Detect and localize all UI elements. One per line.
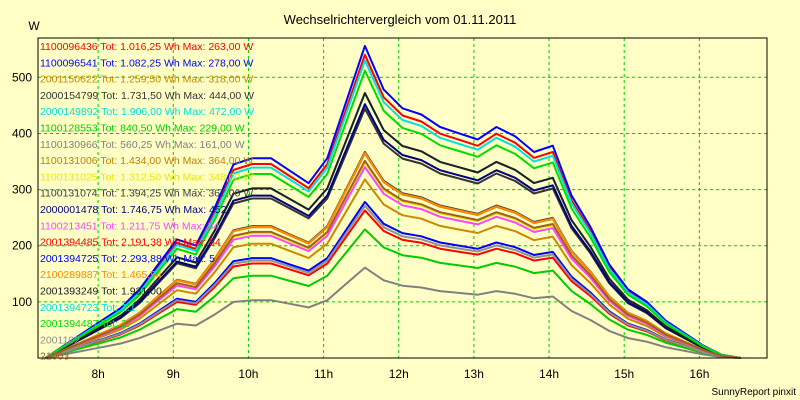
legend-entry: 1100213451 Tot: 1.211,75 Wh Max: 34 [40, 220, 219, 232]
series-line [45, 228, 741, 359]
y-tick-label: 100 [12, 295, 32, 309]
series-line [44, 44, 741, 359]
legend-entry: 2001394485 Tot: 2.191,38 Wh Max: 54 [40, 237, 221, 249]
legend-entry: 2001150622 Tot: 1.259,50 Wh Max: 318,00 … [40, 74, 253, 86]
series-lines [44, 44, 741, 359]
x-ticks: 8h 9h 10h 11h 12h 13h 14h 15h 16h [91, 367, 709, 381]
legend-entry: 2001394725 Tot: 2.293,88 Wh Max: 5 [40, 253, 215, 265]
x-tick-label: 10h [238, 367, 258, 381]
y-tick-label: 200 [12, 239, 32, 253]
series-line [45, 152, 741, 359]
series-line [45, 178, 741, 359]
legend-entry: 1100131074 Tot: 1.394,25 Wh Max: 367,00 … [40, 188, 253, 200]
x-tick-label: 11h [314, 367, 333, 381]
series-line [45, 266, 741, 359]
legend-entry: 1100096541 Tot: 1.082,25 Wh Max: 278,00 … [40, 57, 253, 69]
legend-entry: 2000001478 Tot: 1.746,75 Wh Max: 452, [40, 204, 230, 216]
legend-entry: 1100128553 Tot: 840,50 Wh Max: 229,00 W [40, 123, 245, 135]
legend-entry: 1100131006 Tot: 1.434,00 Wh Max: 364,00 … [40, 155, 253, 167]
series-line [45, 159, 741, 359]
legend-entry: 1100096436 Tot: 1.016,25 Wh Max: 263,00 … [40, 41, 253, 53]
legend: 1100096436 Tot: 1.016,25 Wh Max: 263,00 … [40, 41, 254, 363]
legend-entry: 2001394723 Tot: 2.1 [40, 302, 136, 314]
y-tick-label: 500 [12, 70, 32, 84]
x-tick-label: 13h [464, 367, 484, 381]
x-tick-label: 15h [614, 367, 634, 381]
legend-entry: 2100289887 Tot: 1.465,54 [40, 269, 162, 281]
x-tick-label: 8h [91, 367, 104, 381]
legend-entry: 1100131025 Tot: 1.312,50 Wh Max: 348,00 … [40, 171, 253, 183]
x-tick-label: 16h [689, 367, 709, 381]
series-line [45, 166, 741, 359]
legend-entry: 2000149892 Tot: 1.906,00 Wh Max: 472,00 … [40, 106, 254, 118]
x-tick-label: 14h [539, 367, 559, 381]
y-ticks: 100 200 300 400 500 [12, 70, 32, 309]
legend-entry: 21003 [40, 351, 69, 363]
grid [38, 38, 767, 358]
footer-credit: SunnyReport pinxit [712, 387, 797, 398]
chart-title: Wechselrichtervergleich vom 01.11.2011 [284, 12, 517, 27]
legend-entry: 1100130966 Tot: 560,25 Wh Max: 161,00 W [40, 139, 245, 151]
series-line [44, 59, 741, 359]
y-tick-label: 300 [12, 183, 32, 197]
legend-entry: 2001393249 Tot: 1.931,00 [40, 286, 162, 298]
series-line [44, 69, 741, 359]
series-line [45, 92, 741, 359]
x-tick-label: 9h [167, 367, 180, 381]
plot-frame [37, 37, 768, 359]
series-line [45, 204, 741, 359]
legend-entry: 2001102 [40, 334, 80, 346]
y-tick-label: 400 [12, 126, 32, 140]
legend-entry: 2000154799 Tot: 1.731,50 Wh Max: 444,00 … [40, 90, 254, 102]
y-axis-label: W [28, 19, 40, 33]
legend-entry: 2001394487 Tot: 2. [40, 318, 130, 330]
series-line [45, 103, 741, 359]
x-tick-label: 12h [389, 367, 409, 381]
